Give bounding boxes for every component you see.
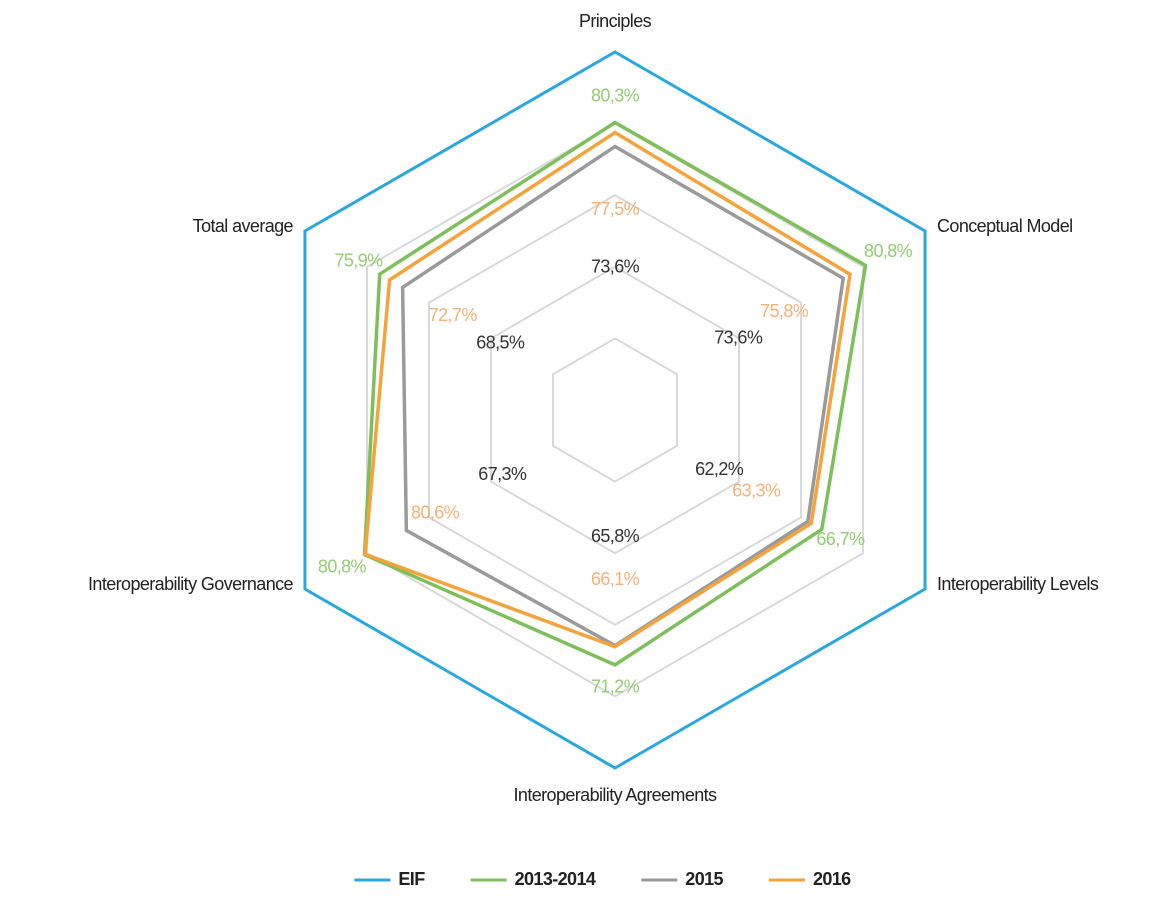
data-label: 80,6%: [411, 503, 460, 523]
legend-text: EIF: [398, 869, 425, 889]
data-label: 80,3%: [591, 85, 640, 105]
legend: EIF 2013-2014 2015 2016: [354, 869, 852, 889]
data-label: 80,8%: [318, 556, 367, 576]
data-label: 68,5%: [476, 333, 525, 353]
series-line: [362, 120, 868, 667]
axis-label: Total average: [193, 216, 294, 236]
data-label: 66,7%: [816, 529, 865, 549]
axis-label: Interoperability Levels: [937, 574, 1099, 594]
data-label: 65,8%: [591, 526, 640, 546]
data-label: 62,2%: [695, 459, 744, 479]
axis-label: Interoperability Agreements: [514, 785, 718, 805]
grid-ring: [489, 265, 741, 555]
legend-text: 2016: [813, 869, 851, 889]
grid-ring: [427, 194, 803, 626]
legend-text: 2015: [685, 869, 723, 889]
legend-text: 2013-2014: [515, 869, 596, 889]
axis-label: Principles: [579, 11, 652, 31]
axis-label: Interoperability Governance: [88, 574, 294, 594]
data-label: 63,3%: [732, 480, 781, 500]
series-line: [363, 130, 852, 649]
data-label: 66,1%: [591, 569, 640, 589]
data-label: 73,6%: [714, 328, 763, 348]
grid-ring: [551, 337, 679, 483]
data-label: 75,9%: [334, 251, 383, 271]
data-label: 75,8%: [760, 301, 809, 321]
grid-ring: [365, 122, 865, 698]
data-label: 73,6%: [591, 256, 640, 276]
axis-label: Conceptual Model: [937, 216, 1073, 236]
data-label: 67,3%: [478, 464, 527, 484]
data-label: 80,8%: [864, 241, 913, 261]
data-label: 72,7%: [429, 305, 478, 325]
series-line: [303, 50, 927, 770]
data-label: 71,2%: [591, 677, 640, 697]
data-label: 77,5%: [591, 199, 640, 219]
